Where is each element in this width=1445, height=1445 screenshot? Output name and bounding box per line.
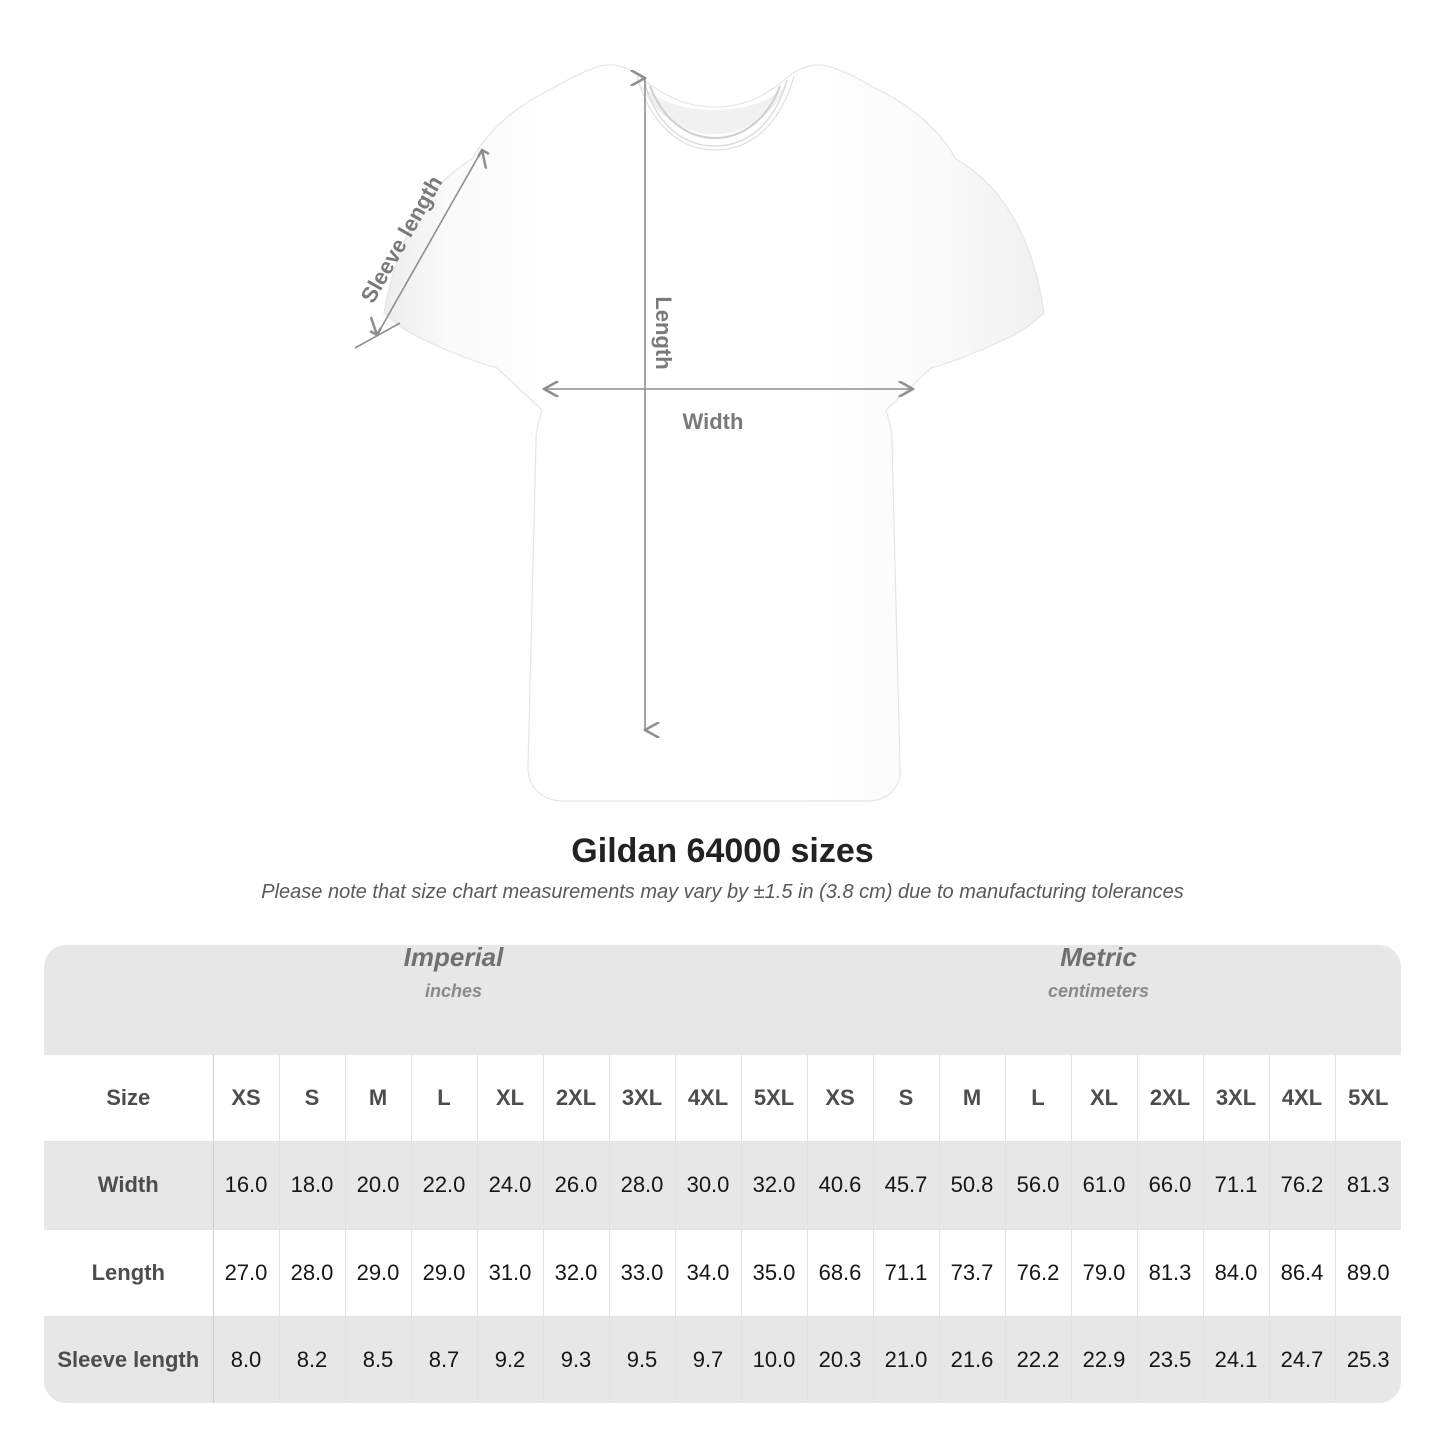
svg-text:Length: Length [651, 296, 676, 369]
svg-text:Width: Width [683, 409, 744, 434]
